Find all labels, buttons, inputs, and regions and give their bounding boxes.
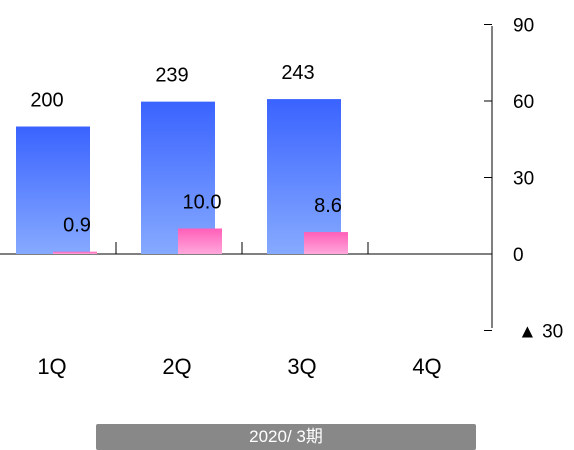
bar-blue-1Q (16, 126, 90, 254)
bar-chart: 90 60 30 0 ▲ 30 200 239 243 0.9 10.0 8.6 1Q 2Q 3Q 4Q (0, 16, 563, 379)
right-axis-tick-label: 0 (513, 245, 524, 266)
bar-pink-value-label: 8.6 (314, 195, 342, 217)
category-label-3Q: 3Q (287, 354, 316, 379)
right-axis-tick-label: 30 (513, 169, 534, 190)
category-label-4Q: 4Q (412, 354, 441, 379)
bar-pink-1Q (53, 251, 97, 254)
right-axis-tick-label: ▲ 30 (518, 322, 563, 343)
bar-pink-value-label: 10.0 (183, 192, 222, 214)
right-axis-tick-label: 90 (513, 16, 534, 37)
category-label-1Q: 1Q (37, 354, 66, 379)
bar-pink-3Q (304, 232, 348, 254)
bar-blue-value-label: 200 (30, 90, 63, 112)
period-label: 2020/ 3期 (96, 424, 476, 450)
bar-pink-value-label: 0.9 (63, 215, 91, 237)
bar-blue-3Q (267, 99, 341, 255)
right-axis-tick-label: 60 (513, 92, 534, 113)
category-label-2Q: 2Q (162, 354, 191, 379)
bar-pink-2Q (178, 228, 222, 254)
bar-blue-value-label: 239 (155, 65, 188, 87)
bar-blue-value-label: 243 (281, 62, 314, 84)
